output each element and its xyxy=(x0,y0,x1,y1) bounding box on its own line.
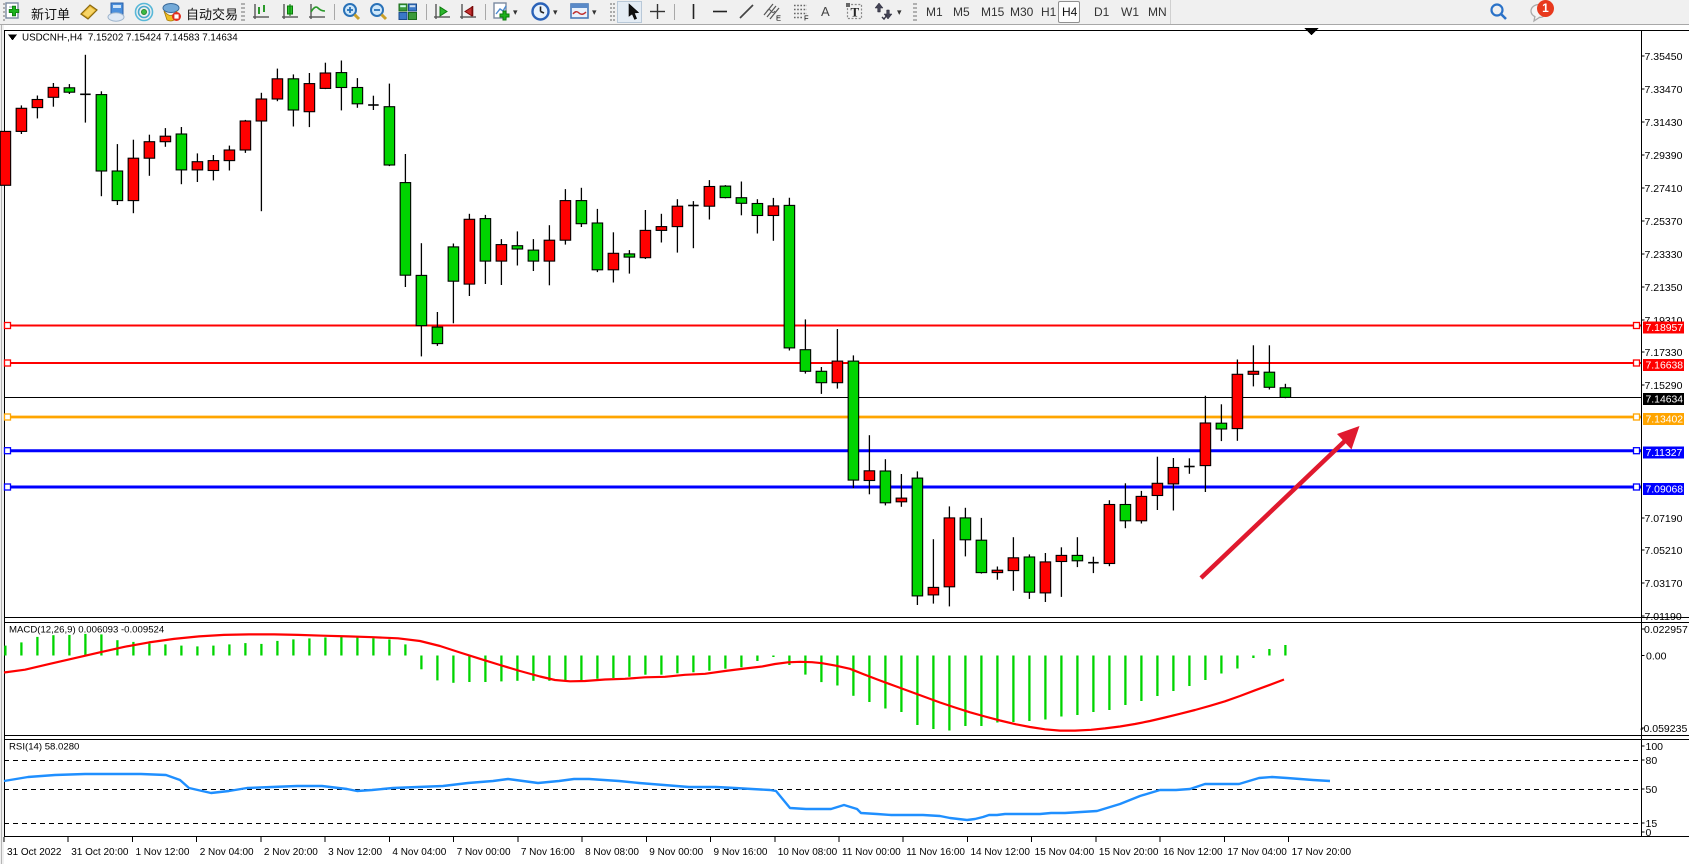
svg-text:7.07190: 7.07190 xyxy=(1645,513,1683,525)
svg-text:-0.059235: -0.059235 xyxy=(1640,723,1687,735)
svg-text:USDCNH-,H4 7.15202 7.15424 7.: USDCNH-,H4 7.15202 7.15424 7.14583 7.146… xyxy=(22,33,238,44)
svg-text:7 Nov 00:00: 7 Nov 00:00 xyxy=(457,847,511,858)
svg-text:16 Nov 12:00: 16 Nov 12:00 xyxy=(1163,847,1223,858)
svg-text:15 Nov 04:00: 15 Nov 04:00 xyxy=(1035,847,1095,858)
svg-text:9 Nov 16:00: 9 Nov 16:00 xyxy=(714,847,768,858)
svg-text:1 Nov 12:00: 1 Nov 12:00 xyxy=(135,847,189,858)
svg-text:9 Nov 00:00: 9 Nov 00:00 xyxy=(649,847,703,858)
svg-text:0: 0 xyxy=(1646,827,1652,839)
svg-text:7.01190: 7.01190 xyxy=(1645,611,1682,623)
svg-text:MACD(12,26,9) 0.006093 -0.0095: MACD(12,26,9) 0.006093 -0.009524 xyxy=(9,625,165,636)
svg-text:7.05210: 7.05210 xyxy=(1645,545,1683,557)
svg-text:31 Oct 2022: 31 Oct 2022 xyxy=(7,847,62,858)
svg-text:RSI(14) 58.0280: RSI(14) 58.0280 xyxy=(9,742,79,753)
svg-text:50: 50 xyxy=(1646,784,1658,796)
svg-text:15 Nov 20:00: 15 Nov 20:00 xyxy=(1099,847,1159,858)
svg-text:7.21350: 7.21350 xyxy=(1645,282,1683,294)
svg-text:7.16638: 7.16638 xyxy=(1646,361,1684,372)
svg-text:0.00: 0.00 xyxy=(1646,651,1667,663)
svg-text:15: 15 xyxy=(1646,818,1658,830)
svg-text:7.17330: 7.17330 xyxy=(1645,347,1683,359)
svg-text:11 Nov 00:00: 11 Nov 00:00 xyxy=(842,847,901,858)
svg-text:7.33470: 7.33470 xyxy=(1645,84,1683,96)
svg-text:7.09068: 7.09068 xyxy=(1646,485,1684,496)
svg-text:F: F xyxy=(804,14,809,23)
svg-text:7.14634: 7.14634 xyxy=(1646,395,1684,406)
svg-text:7.18957: 7.18957 xyxy=(1646,323,1684,334)
svg-text:3 Nov 12:00: 3 Nov 12:00 xyxy=(328,847,382,858)
svg-text:80: 80 xyxy=(1646,755,1658,767)
svg-text:10 Nov 08:00: 10 Nov 08:00 xyxy=(778,847,838,858)
svg-text:7.29390: 7.29390 xyxy=(1645,150,1683,162)
svg-text:7.31430: 7.31430 xyxy=(1645,117,1683,129)
svg-text:7.03170: 7.03170 xyxy=(1645,578,1683,590)
svg-text:7.13402: 7.13402 xyxy=(1646,415,1684,426)
svg-text:E: E xyxy=(776,14,781,23)
svg-text:17 Nov 04:00: 17 Nov 04:00 xyxy=(1227,847,1287,858)
svg-text:7.35450: 7.35450 xyxy=(1645,51,1683,63)
svg-text:7.15290: 7.15290 xyxy=(1645,380,1683,392)
svg-text:7.11327: 7.11327 xyxy=(1646,448,1683,459)
svg-text:2 Nov 20:00: 2 Nov 20:00 xyxy=(264,847,318,858)
svg-text:T: T xyxy=(851,5,860,20)
svg-text:14 Nov 12:00: 14 Nov 12:00 xyxy=(970,847,1030,858)
svg-text:7.23330: 7.23330 xyxy=(1645,249,1683,261)
svg-text:2 Nov 04:00: 2 Nov 04:00 xyxy=(200,847,254,858)
svg-text:100: 100 xyxy=(1646,741,1664,753)
svg-text:31 Oct 20:00: 31 Oct 20:00 xyxy=(71,847,129,858)
svg-text:7.25370: 7.25370 xyxy=(1645,216,1683,228)
svg-text:4 Nov 04:00: 4 Nov 04:00 xyxy=(392,847,446,858)
svg-text:7.27410: 7.27410 xyxy=(1645,183,1683,195)
svg-text:7 Nov 16:00: 7 Nov 16:00 xyxy=(521,847,575,858)
svg-text:11 Nov 16:00: 11 Nov 16:00 xyxy=(906,847,965,858)
svg-text:8 Nov 08:00: 8 Nov 08:00 xyxy=(585,847,639,858)
svg-text:0.022957: 0.022957 xyxy=(1644,624,1688,636)
svg-text:17 Nov 20:00: 17 Nov 20:00 xyxy=(1292,847,1352,858)
